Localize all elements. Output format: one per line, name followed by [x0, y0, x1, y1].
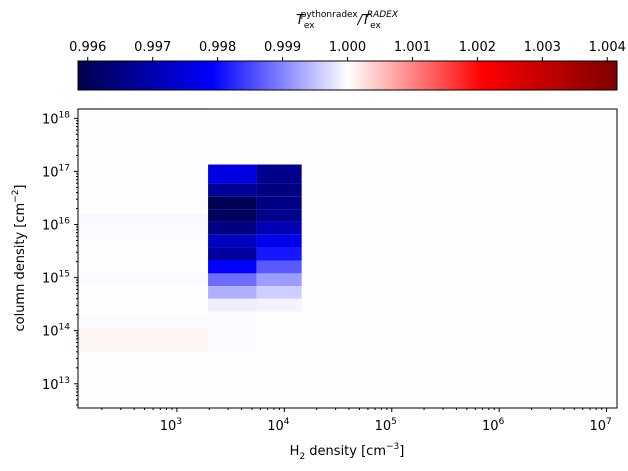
x-tick-label: 103	[160, 417, 182, 434]
x-axis-ticks: 103 104 105 106 107	[101, 408, 612, 434]
heatmap-cell	[256, 298, 302, 312]
heatmap-cell	[256, 260, 302, 274]
heatmap-cell	[256, 273, 302, 287]
heatmap-cell	[256, 247, 302, 261]
heatmap-cell	[208, 298, 257, 312]
y-tick-label: 1014	[42, 323, 70, 340]
y-tick-label: 1016	[42, 217, 70, 234]
heatmap-cell	[256, 221, 302, 235]
colorbar-tick-label: 1.002	[459, 40, 496, 55]
colorbar-tick-label: 1.000	[329, 40, 366, 55]
y-tick-label: 1018	[42, 110, 70, 127]
colorbar-tick-label: 0.998	[199, 40, 236, 55]
colorbar-tick-label: 1.003	[524, 40, 561, 55]
heatmap-cell	[256, 234, 302, 248]
heatmap-cell	[208, 273, 257, 287]
colorbar-tick-label: 0.996	[69, 40, 106, 55]
heatmap-cell	[78, 328, 209, 352]
colorbar-tick-label: 0.997	[134, 40, 171, 55]
heatmap-cell	[256, 164, 302, 184]
colorbar-title: Texpythonradex/TexRADEX	[296, 10, 399, 31]
heatmap-cell	[301, 109, 617, 408]
heatmap-cell	[208, 209, 257, 222]
heatmap-cell	[78, 109, 209, 211]
colorbar-tick-label: 1.001	[394, 40, 431, 55]
heatmap-cell	[208, 164, 257, 184]
heatmap-cell	[208, 260, 257, 274]
heatmap-cell	[256, 286, 302, 299]
y-tick-label: 1013	[42, 376, 70, 393]
y-tick-label: 1015	[42, 270, 70, 287]
colorbar-tick-label: 0.999	[264, 40, 301, 55]
heatmap-cell	[78, 271, 209, 286]
heatmap-cell	[256, 183, 302, 197]
heatmap-cell	[256, 196, 302, 210]
heatmap-cell	[208, 221, 257, 235]
colorbar	[77, 60, 618, 91]
heatmap-cell	[208, 247, 257, 261]
heatmap-cell	[208, 196, 257, 210]
heatmap-cell	[208, 234, 257, 248]
heatmap-cell	[78, 213, 209, 225]
heatmap-cell	[78, 314, 209, 329]
y-tick-label: 1017	[42, 163, 70, 180]
y-axis-label: column density [cm−2]	[11, 184, 28, 331]
heatmap-cell	[256, 209, 302, 222]
plot-frame	[77, 108, 618, 409]
x-axis-label: H2 density [cm−3]	[290, 442, 405, 462]
x-tick-label: 107	[589, 417, 611, 434]
x-tick-label: 106	[482, 417, 505, 434]
heatmap-cell	[208, 286, 257, 299]
y-axis-ticks: 1013 1014 1015 1016 1017 1018	[42, 110, 78, 406]
heatmap-cells	[78, 109, 617, 408]
colorbar-tick-label: 1.004	[589, 40, 626, 55]
heatmap-cell	[208, 183, 257, 197]
x-tick-label: 104	[267, 417, 290, 434]
heatmap-cell	[78, 224, 209, 241]
colorbar-ticks: 0.996 0.997 0.998 0.999 1.000 1.001 1.002 1.003…	[69, 40, 626, 61]
heatmap-cell	[208, 311, 257, 352]
x-tick-label: 105	[375, 417, 397, 434]
